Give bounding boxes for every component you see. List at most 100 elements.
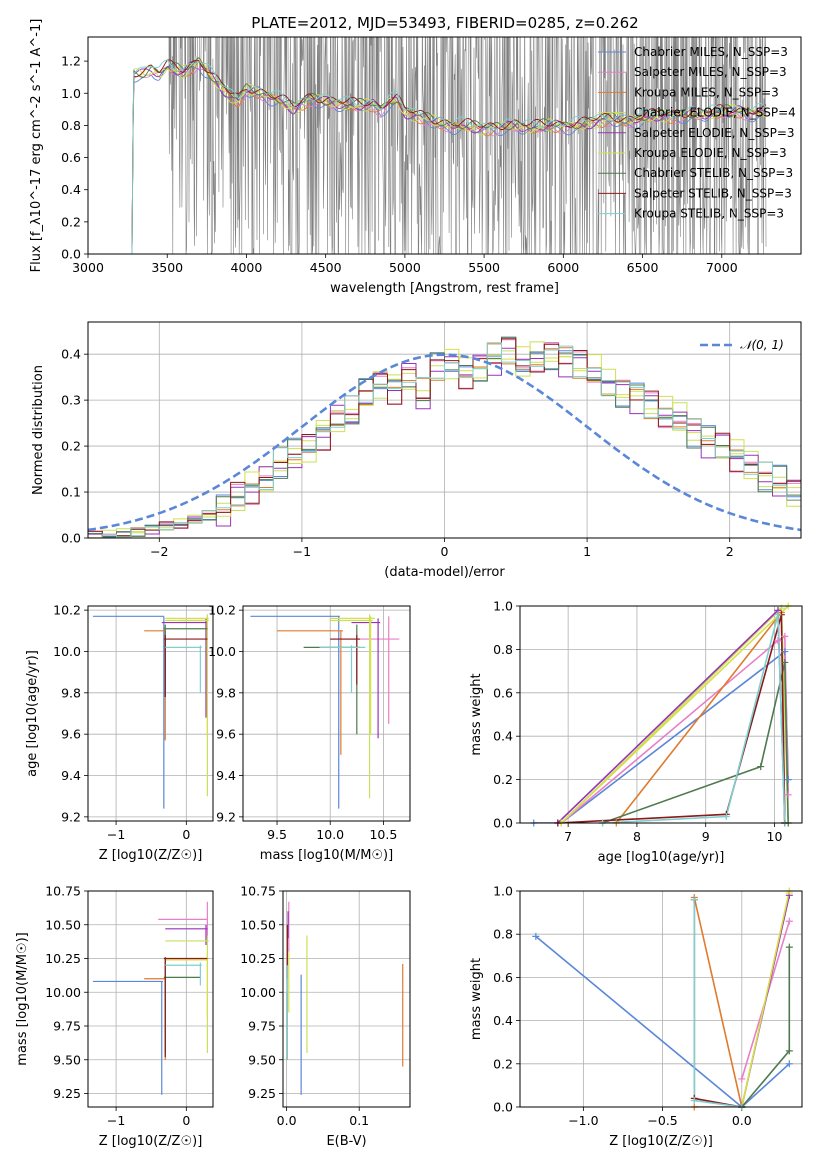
legend: 𝒩(0, 1) <box>700 338 784 352</box>
errorbar <box>165 924 208 945</box>
model-line <box>119 59 767 254</box>
weight-marker <box>690 896 698 904</box>
y-axis-label: mass [log10(M/M☉)] <box>15 932 30 1065</box>
legend-label: Chabrier MILES, N_SSP=3 <box>634 45 788 59</box>
observed-spectrum <box>168 37 767 254</box>
plot-area <box>88 322 801 538</box>
y-tick-label: 0.0 <box>493 816 513 831</box>
model-line <box>119 59 767 254</box>
y-tick-label: 0.2 <box>61 214 81 229</box>
y-tick-label: 0.4 <box>493 1013 513 1028</box>
y-tick-label: 9.50 <box>248 1052 276 1067</box>
y-tick-label: 9.75 <box>53 1019 81 1034</box>
x-axis-label: wavelength [Angstrom, rest frame] <box>330 281 559 296</box>
y-tick-label: 1.0 <box>493 599 513 614</box>
errorbar <box>319 645 366 693</box>
plot-area <box>520 891 802 1107</box>
errorbar <box>250 615 340 809</box>
y-tick-label: 10.2 <box>208 603 236 618</box>
weight-marker <box>757 763 765 771</box>
y-tick-label: 9.25 <box>248 1086 276 1101</box>
y-axis-label: Flux [f_λ10^-17 erg cm^-2 s^-1 A^-1] <box>29 19 44 273</box>
panel-age-vs-Z: −1 0 9.2 9.4 9.6 9.8 10.0 10.2 Z [log10(Z/Z☉)] ag… <box>25 603 214 863</box>
y-tick-label: 0.1 <box>61 485 81 500</box>
x-tick-label: 6500 <box>627 260 659 275</box>
axes-frame <box>87 890 214 1108</box>
histogram-step <box>88 342 801 538</box>
x-tick-label: 0.1 <box>349 1113 369 1128</box>
panel-weight-vs-Z: −1.0 −0.5 0.0 0.0 0.2 0.4 0.6 0.8 1.0 Z [log10(Z/… <box>469 884 803 1149</box>
x-tick-label: 7000 <box>706 260 738 275</box>
y-tick-label: 0.6 <box>61 150 81 165</box>
axes-frame <box>242 605 411 822</box>
y-axis-label: mass weight <box>469 958 484 1040</box>
y-tick-label: 10.0 <box>208 644 236 659</box>
y-tick-label: 9.50 <box>53 1052 81 1067</box>
weight-marker <box>781 658 789 666</box>
histogram-step <box>88 336 801 537</box>
weight-marker <box>784 791 792 799</box>
panel-age-vs-mass: 9.5 10.0 10.5 9.2 9.4 9.6 9.8 10.0 10.2 mass [log… <box>208 603 411 863</box>
axes-frame <box>519 890 803 1108</box>
y-tick-label: 0.0 <box>61 247 81 262</box>
errorbar <box>165 616 209 735</box>
panel-residuals: −2 −1 0 1 2 0.0 0.1 0.2 0.3 0.4 (data-model)/error… <box>31 321 802 580</box>
plot-area <box>283 891 410 1107</box>
y-tick-label: 9.2 <box>61 809 81 824</box>
x-axis-label: Z [log10(Z/Z☉)] <box>609 1134 713 1149</box>
y-tick-label: 10.2 <box>53 603 81 618</box>
weight-line <box>693 897 743 1107</box>
legend-label: Salpeter MILES, N_SSP=3 <box>634 65 787 79</box>
y-tick-label: 0.8 <box>61 118 81 133</box>
weight-line <box>560 606 789 823</box>
y-tick-label: 9.25 <box>53 1086 81 1101</box>
weight-marker <box>690 1097 698 1105</box>
x-tick-label: −2 <box>150 544 168 559</box>
x-tick-label: 8 <box>633 829 641 844</box>
errorbar <box>351 618 381 739</box>
weight-marker <box>738 1075 746 1083</box>
plot-area <box>88 606 213 821</box>
errorbar <box>179 616 208 714</box>
weight-line <box>560 634 789 823</box>
errorbar <box>165 935 209 1053</box>
x-tick-label: 0.0 <box>732 1113 752 1128</box>
y-tick-label: 9.2 <box>216 809 236 824</box>
errorbar <box>163 957 208 1058</box>
x-tick-label: −1 <box>107 1113 125 1128</box>
x-tick-label: 9.5 <box>267 827 287 842</box>
errorbar <box>158 901 208 939</box>
histogram-step <box>88 346 801 538</box>
y-tick-label: 10.0 <box>53 644 81 659</box>
y-tick-label: 1.0 <box>61 86 81 101</box>
y-tick-label: 0.8 <box>493 927 513 942</box>
y-tick-label: 1.0 <box>493 884 513 899</box>
legend: Chabrier MILES, N_SSP=3 Salpeter MILES, N… <box>598 45 796 221</box>
x-tick-label: 1 <box>583 544 591 559</box>
errorbar <box>165 962 202 986</box>
errorbar <box>330 614 373 799</box>
panel-spectrum: 3000 3500 4000 4500 5000 5500 6000 6500 7000 0.0 0… <box>29 14 802 296</box>
model-line <box>119 58 767 254</box>
x-tick-label: 10 <box>767 829 783 844</box>
y-tick-label: 10.75 <box>240 884 276 899</box>
x-tick-label: 0 <box>441 544 449 559</box>
y-tick-label: 0.6 <box>493 685 513 700</box>
panel-mass-vs-EBV: 0.0 0.1 9.25 9.50 9.75 10.00 10.25 10.50 10.75 E(… <box>240 884 411 1149</box>
y-tick-label: 0.2 <box>61 439 81 454</box>
x-tick-label: 0 <box>182 827 190 842</box>
plot-area <box>119 37 767 254</box>
legend-label: Chabrier ELODIE, N_SSP=4 <box>634 106 796 120</box>
weight-marker <box>774 637 782 645</box>
y-tick-label: 1.2 <box>61 54 81 69</box>
y-tick-label: 0.4 <box>61 182 81 197</box>
errorbar <box>92 980 164 1095</box>
axes-frame <box>519 605 803 824</box>
weight-line <box>602 662 789 823</box>
panel-weight-vs-age: 7 8 9 10 0.0 0.2 0.4 0.6 0.8 1.0 age [log10(age/yr… <box>469 599 803 865</box>
x-tick-label: 10.5 <box>369 827 397 842</box>
errorbar <box>165 614 209 797</box>
x-tick-label: 4000 <box>231 260 263 275</box>
weight-line <box>535 935 790 1107</box>
x-tick-label: 4500 <box>310 260 342 275</box>
